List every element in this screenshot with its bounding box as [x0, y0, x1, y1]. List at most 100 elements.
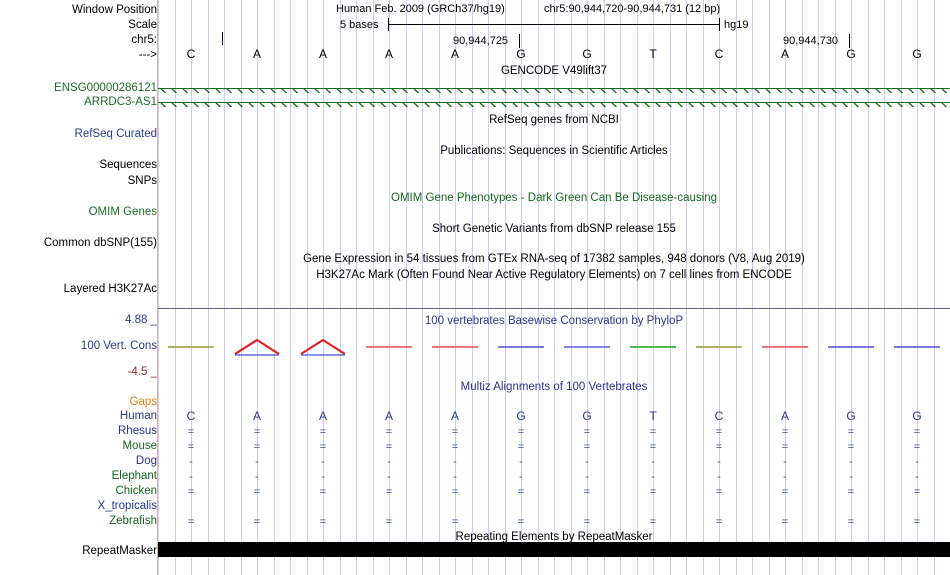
- multiz-mark: =: [517, 516, 525, 528]
- multiz-mark: =: [451, 486, 459, 498]
- label-common-dbsnp[interactable]: Common dbSNP(155): [43, 237, 157, 249]
- gene-strand-arrow: [875, 84, 882, 93]
- gene-strand-arrow: [600, 98, 607, 107]
- scale-bar-tick-right: [719, 18, 720, 31]
- multiz-human-base: A: [252, 409, 261, 423]
- species-label-human[interactable]: Human: [119, 410, 157, 422]
- gene-strand-arrow: [765, 98, 772, 107]
- track-title-repeatmasker[interactable]: Repeating Elements by RepeatMasker: [455, 531, 653, 543]
- track-title-refseq[interactable]: RefSeq genes from NCBI: [489, 114, 619, 126]
- repeatmasker-bar[interactable]: [158, 542, 950, 557]
- gene-strand-arrow: [193, 98, 200, 107]
- conservation-plot[interactable]: [158, 330, 950, 370]
- gene-strand-arrow: [809, 98, 816, 107]
- sequence-base: T: [649, 47, 657, 61]
- gene-strand-arrow: [853, 84, 860, 93]
- gene-strand-arrow: [743, 98, 750, 107]
- multiz-row-chicken: = = = = = = = = = = = =: [158, 487, 950, 498]
- ruler-tick-label: 90,944,725: [453, 35, 509, 47]
- gridline: [637, 0, 638, 575]
- multiz-mark: -: [783, 456, 787, 468]
- gridline: [884, 0, 885, 575]
- ruler-tick-mark: [849, 34, 850, 48]
- label-refseq-curated[interactable]: RefSeq Curated: [74, 128, 157, 140]
- multiz-mark: =: [649, 426, 657, 438]
- gene-strand-arrow: [380, 98, 387, 107]
- label-snps[interactable]: SNPs: [127, 175, 157, 187]
- multiz-row-rhesus: = = = = = = = = = = = =: [158, 427, 950, 438]
- multiz-mark: -: [915, 471, 919, 483]
- multiz-human-base: G: [516, 409, 526, 423]
- multiz-mark: -: [849, 456, 853, 468]
- multiz-mark: =: [583, 426, 591, 438]
- multiz-mark: -: [585, 471, 589, 483]
- multiz-mark: =: [913, 516, 921, 528]
- gridline: [538, 0, 539, 575]
- species-label-zebrafish[interactable]: Zebrafish: [109, 515, 157, 527]
- multiz-human-base: G: [846, 409, 856, 423]
- track-title-dbsnp[interactable]: Short Genetic Variants from dbSNP releas…: [432, 223, 676, 235]
- track-title-multiz[interactable]: Multiz Alignments of 100 Vertebrates: [460, 381, 648, 393]
- species-label-chicken[interactable]: Chicken: [115, 485, 157, 497]
- gene-strand-arrow: [468, 98, 475, 107]
- gene-strand-arrow: [413, 98, 420, 107]
- track-title-omim[interactable]: OMIM Gene Phenotypes - Dark Green Can Be…: [391, 192, 717, 204]
- gene-strand-arrow: [864, 84, 871, 93]
- multiz-mark: =: [781, 426, 789, 438]
- conservation-bar: [761, 336, 809, 358]
- multiz-mark: -: [585, 456, 589, 468]
- gene-row-arrdc3-as1[interactable]: [158, 98, 950, 107]
- position-label: chr5:90,944,720-90,944,731 (12 bp): [544, 3, 721, 15]
- gene-strand-arrow: [292, 98, 299, 107]
- sequence-base: A: [780, 47, 789, 61]
- ruler-origin-tick: [222, 32, 223, 45]
- gene-strand-arrow: [622, 98, 629, 107]
- label-window-position: Window Position: [71, 4, 157, 16]
- track-title-phylop[interactable]: 100 vertebrates Basewise Conservation by…: [424, 315, 684, 327]
- gene-strand-arrow: [545, 84, 552, 93]
- label-omim-genes[interactable]: OMIM Genes: [88, 206, 157, 218]
- gridline: [439, 0, 440, 575]
- species-label-mouse[interactable]: Mouse: [122, 440, 157, 452]
- multiz-mark: -: [321, 456, 325, 468]
- gridline: [785, 0, 786, 575]
- track-viewport[interactable]: Human Feb. 2009 (GRCh37/hg19) chr5:90,94…: [158, 0, 950, 575]
- species-label-dog[interactable]: Dog: [135, 455, 157, 467]
- multiz-mark: =: [649, 441, 657, 453]
- label-100-vert-cons[interactable]: 100 Vert. Cons: [80, 340, 157, 352]
- gene-strand-arrow: [534, 84, 541, 93]
- gene-row-ensg00000286121[interactable]: [158, 84, 950, 93]
- multiz-mark: =: [319, 441, 327, 453]
- label-gaps[interactable]: Gaps: [129, 396, 158, 408]
- label-track-divider: [157, 0, 158, 575]
- gene-strand-arrow: [776, 84, 783, 93]
- gene-strand-arrow: [853, 98, 860, 107]
- gridline: [175, 0, 176, 575]
- label-sequences[interactable]: Sequences: [99, 159, 157, 171]
- track-title-gtex[interactable]: Gene Expression in 54 tissues from GTEx …: [303, 253, 805, 265]
- gridline: [505, 0, 506, 575]
- track-title-publications[interactable]: Publications: Sequences in Scientific Ar…: [440, 145, 668, 157]
- gene-strand-arrow: [391, 84, 398, 93]
- gridline: [422, 0, 423, 575]
- label-repeatmasker[interactable]: RepeatMasker: [82, 545, 157, 557]
- multiz-human-base: A: [450, 409, 459, 423]
- species-label-elephant[interactable]: Elephant: [111, 470, 157, 482]
- label-layered-h3k27ac[interactable]: Layered H3K27Ac: [63, 283, 157, 295]
- scale-bar: [388, 18, 720, 31]
- gridline: [488, 0, 489, 575]
- gene-strand-arrow: [545, 98, 552, 107]
- gene-strand-arrow: [490, 84, 497, 93]
- gene-strand-arrow: [479, 84, 486, 93]
- multiz-mark: =: [781, 486, 789, 498]
- gridline: [323, 0, 324, 575]
- track-title-h3k27ac[interactable]: H3K27Ac Mark (Often Found Near Active Re…: [316, 269, 792, 281]
- species-label-rhesus[interactable]: Rhesus: [118, 425, 157, 437]
- label-gencode-arrdc3as1[interactable]: ARRDC3-AS1: [84, 96, 157, 108]
- multiz-mark: =: [517, 486, 525, 498]
- track-title-gencode[interactable]: GENCODE V49lift37: [500, 65, 608, 77]
- species-label-x_tropicalis[interactable]: X_tropicalis: [97, 500, 157, 512]
- label-gencode-ensg[interactable]: ENSG00000286121: [54, 82, 157, 94]
